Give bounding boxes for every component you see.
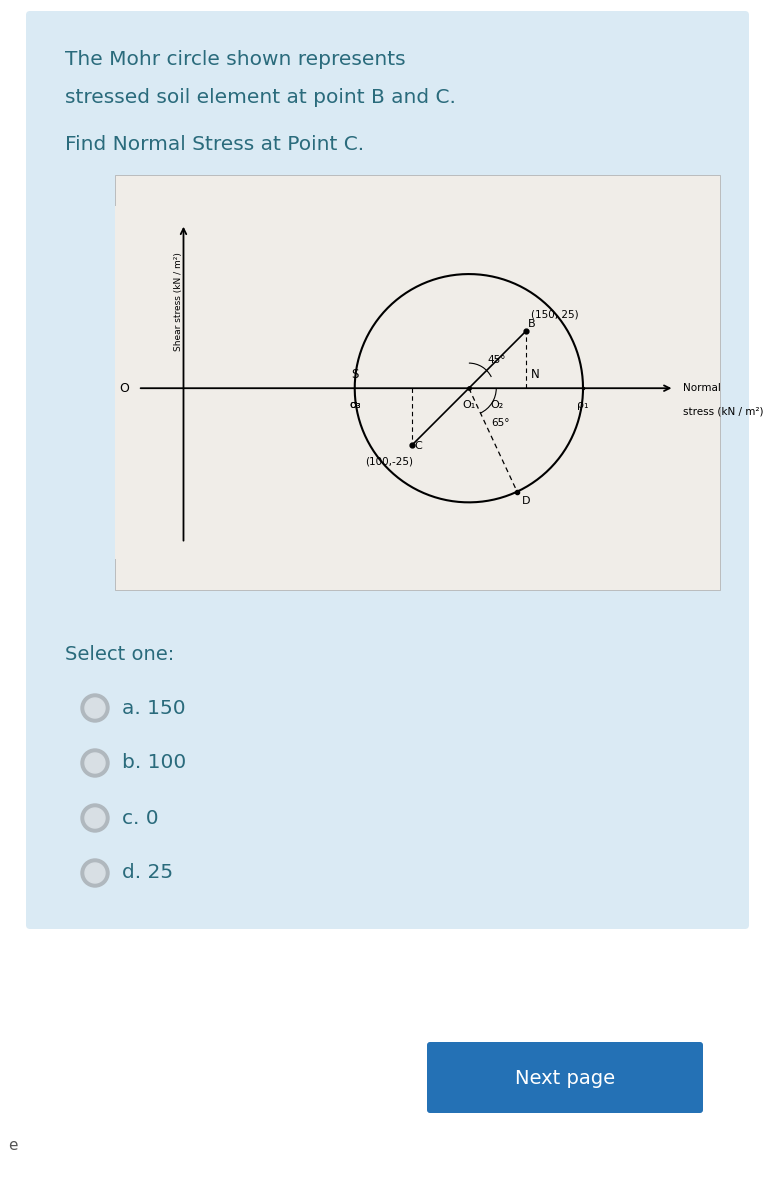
FancyBboxPatch shape — [26, 11, 749, 929]
Text: O: O — [119, 382, 129, 395]
Text: (100,-25): (100,-25) — [365, 457, 413, 467]
Circle shape — [85, 698, 105, 718]
Text: b. 100: b. 100 — [122, 754, 186, 773]
Text: Next page: Next page — [515, 1068, 615, 1087]
Text: S: S — [351, 368, 358, 382]
Text: O₂: O₂ — [491, 400, 504, 409]
Circle shape — [81, 859, 109, 887]
Circle shape — [81, 749, 109, 778]
Text: 65°: 65° — [492, 418, 510, 428]
Text: d. 25: d. 25 — [122, 864, 173, 882]
Text: C: C — [414, 440, 422, 451]
Text: (150, 25): (150, 25) — [531, 310, 578, 319]
Text: σ₃: σ₃ — [349, 400, 361, 409]
Text: 45°: 45° — [487, 355, 506, 365]
Text: Select one:: Select one: — [65, 646, 174, 664]
Text: Normal: Normal — [684, 383, 721, 394]
Text: σ₃: σ₃ — [349, 400, 361, 409]
Text: B: B — [528, 319, 536, 329]
Circle shape — [81, 804, 109, 832]
Text: O₁: O₁ — [462, 400, 476, 409]
Circle shape — [85, 754, 105, 773]
Circle shape — [81, 694, 109, 722]
Text: ρ₁: ρ₁ — [577, 400, 589, 409]
Circle shape — [85, 808, 105, 828]
Text: c. 0: c. 0 — [122, 809, 159, 828]
Text: N: N — [531, 368, 539, 382]
Text: Find Normal Stress at Point C.: Find Normal Stress at Point C. — [65, 134, 364, 154]
Text: e: e — [8, 1138, 18, 1152]
Text: stress (kN / m²): stress (kN / m²) — [684, 407, 764, 416]
Text: The Mohr circle shown represents: The Mohr circle shown represents — [65, 50, 406, 68]
Text: Shear stress (kN / m²): Shear stress (kN / m²) — [174, 252, 183, 350]
Text: a. 150: a. 150 — [122, 698, 186, 718]
Bar — [115, 175, 720, 590]
FancyBboxPatch shape — [427, 1042, 703, 1114]
Text: D: D — [521, 497, 530, 506]
Text: stressed soil element at point B and C.: stressed soil element at point B and C. — [65, 88, 456, 107]
Circle shape — [85, 863, 105, 883]
